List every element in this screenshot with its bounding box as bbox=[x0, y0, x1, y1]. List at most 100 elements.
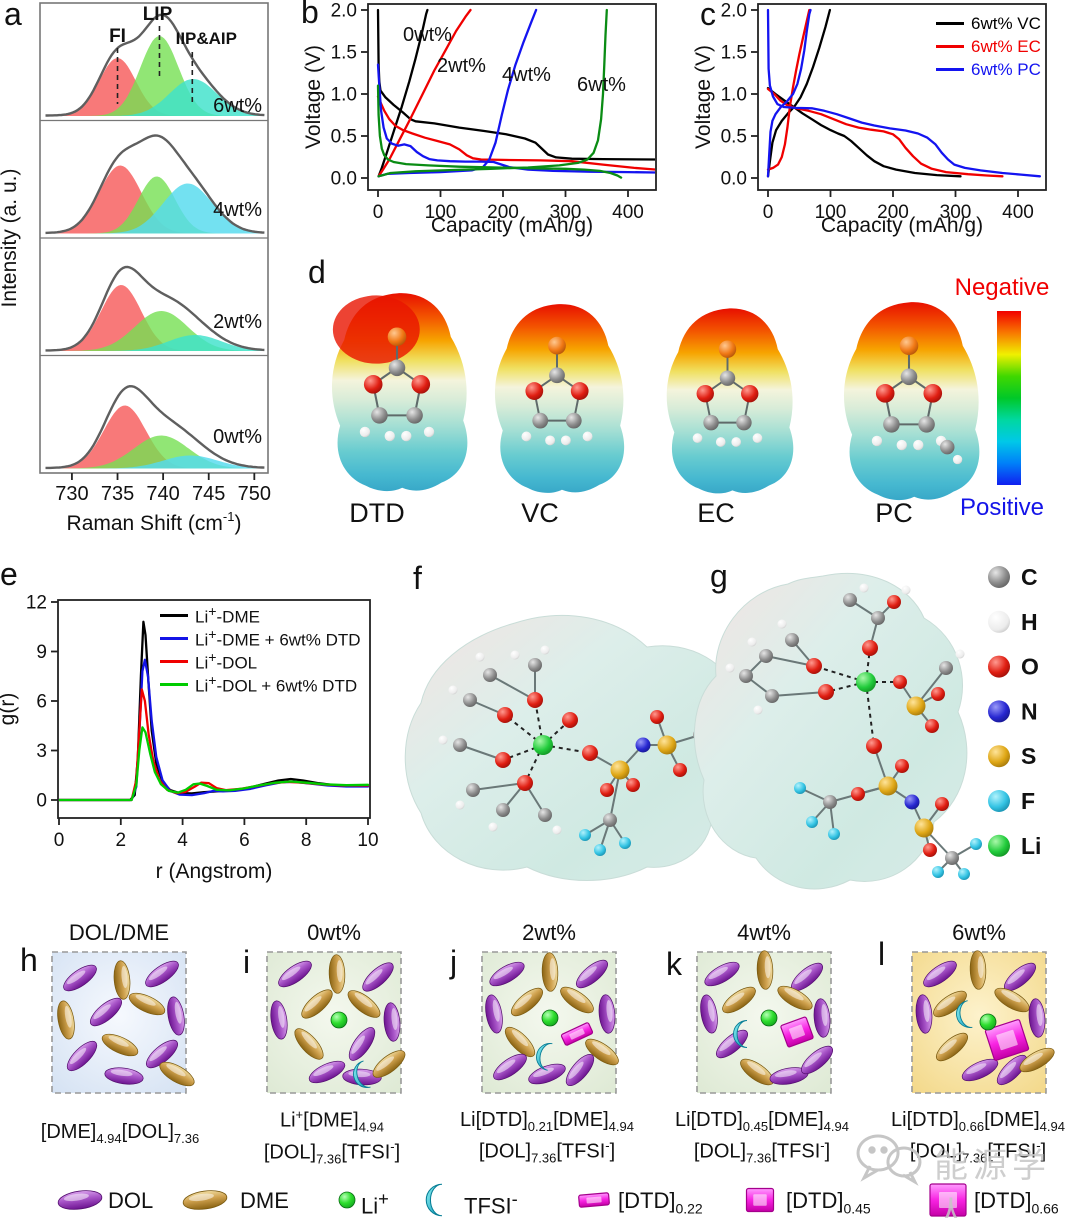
dme-ellipse bbox=[777, 985, 813, 1011]
raman-envelope bbox=[45, 134, 265, 235]
atom-C bbox=[939, 661, 953, 675]
atom-C bbox=[823, 795, 837, 809]
dme-ellipse bbox=[504, 1026, 536, 1058]
dtd-token-l bbox=[984, 1019, 1030, 1061]
atom-O bbox=[851, 787, 865, 801]
atom-O bbox=[600, 783, 614, 797]
atom bbox=[359, 426, 371, 438]
raman-envelope bbox=[45, 13, 265, 117]
dol-ellipse bbox=[145, 960, 179, 988]
raman-peak-LIP bbox=[45, 311, 265, 351]
scheme-box-6wt bbox=[911, 950, 1055, 1094]
atom bbox=[388, 359, 406, 377]
atom-F bbox=[619, 837, 631, 849]
formula-h: [DME]4.94[DOL]7.36 bbox=[40, 1121, 200, 1146]
atom bbox=[423, 426, 435, 438]
atom-legend-sphere-H bbox=[988, 610, 1010, 633]
dtd-token-m bbox=[780, 1016, 814, 1048]
atom-S bbox=[914, 818, 934, 838]
esp-map-dtd bbox=[331, 293, 468, 492]
atom-O bbox=[818, 684, 834, 700]
dol-ellipse bbox=[63, 964, 97, 992]
atom-C bbox=[483, 668, 497, 682]
raman-subpanel-0wt% bbox=[45, 384, 265, 470]
solvation-cluster-litfsi-dtd bbox=[693, 572, 982, 890]
atom-S bbox=[878, 776, 898, 796]
y-tick: 12 bbox=[26, 593, 47, 614]
scheme-title-j: 2wt% bbox=[522, 920, 576, 945]
atom-C bbox=[843, 593, 857, 607]
y-tick: 6 bbox=[36, 692, 47, 713]
dol-ellipse bbox=[57, 1190, 103, 1210]
atom-H bbox=[747, 637, 757, 647]
coordination-bond bbox=[542, 719, 571, 746]
atom-Li bbox=[856, 672, 876, 692]
peak-label-IIP&AIP: IIP&AIP bbox=[176, 29, 237, 48]
dol-ellipse bbox=[270, 1000, 288, 1040]
atom-C bbox=[528, 658, 542, 672]
atom bbox=[387, 327, 407, 347]
chart-frame bbox=[757, 3, 1047, 191]
atom-O bbox=[887, 595, 901, 609]
raman-xtick: 750 bbox=[238, 483, 271, 505]
dme-ellipse bbox=[936, 1032, 968, 1062]
atom-legend-label-H: H bbox=[1021, 609, 1038, 635]
atom-H bbox=[540, 645, 550, 655]
atom-O bbox=[626, 778, 640, 792]
tfsi-crescent bbox=[353, 1060, 371, 1088]
atom-S bbox=[657, 735, 677, 755]
atom-H bbox=[448, 685, 458, 695]
li-ion-dot bbox=[979, 1013, 997, 1031]
atom-legend-label-C: C bbox=[1021, 564, 1038, 590]
dol-ellipse bbox=[66, 1040, 98, 1072]
panel-letter-l: l bbox=[878, 936, 886, 972]
atom-legend-sphere-Li bbox=[988, 834, 1010, 857]
x-tick: 400 bbox=[1002, 202, 1034, 223]
raman-subpanel-6wt% bbox=[45, 13, 265, 117]
legend-entry: Li+-DOL + 6wt% DTD bbox=[160, 673, 361, 695]
raman-label-6wt%: 6wt% bbox=[213, 95, 262, 117]
panel-letter-e: e bbox=[0, 556, 18, 592]
molecule-label-dtd: DTD bbox=[349, 498, 405, 528]
y-axis-label: Voltage (V) bbox=[302, 45, 325, 149]
y-tick: 0.0 bbox=[331, 169, 357, 190]
atom bbox=[741, 384, 759, 403]
dtd-token-s bbox=[560, 1022, 594, 1046]
series-4wt% bbox=[376, 8, 655, 178]
legend-entry: 6wt% VC bbox=[936, 14, 1041, 33]
atom-F bbox=[806, 816, 818, 828]
dol-ellipse bbox=[915, 994, 933, 1034]
atom bbox=[532, 412, 549, 429]
dme-ellipse bbox=[1019, 1047, 1055, 1073]
atom-H bbox=[955, 649, 965, 659]
dme-ellipse bbox=[933, 990, 967, 1018]
atom-legend-sphere-S bbox=[988, 745, 1010, 768]
x-tick: 100 bbox=[425, 202, 457, 223]
x-tick: 300 bbox=[550, 202, 582, 223]
atom bbox=[900, 368, 918, 386]
raman-xtick: 740 bbox=[146, 483, 179, 505]
atom-C bbox=[945, 851, 959, 865]
atom bbox=[731, 437, 742, 447]
radial-distribution-chart: 0 2 4 6 8 10 0 3 6 9 12 r (Angstrom) g(r) bbox=[0, 593, 379, 884]
esp-negative-lobe bbox=[332, 295, 420, 364]
atom bbox=[715, 437, 726, 447]
dme-ellipse bbox=[182, 1190, 228, 1210]
atom bbox=[718, 340, 737, 358]
legend-entry: 6wt% EC bbox=[936, 37, 1041, 56]
atom bbox=[582, 431, 593, 442]
x-axis-label: Capacity (mAh/g) bbox=[431, 214, 593, 237]
atom bbox=[696, 384, 714, 403]
bottom-legend-label-3: TFSI- bbox=[464, 1188, 518, 1218]
molecule-label-ec: EC bbox=[697, 498, 735, 528]
curve-label-2wt: 2wt% bbox=[437, 55, 486, 77]
raman-envelope bbox=[45, 265, 265, 352]
raman-xtick: 730 bbox=[55, 483, 88, 505]
dme-ellipse bbox=[328, 954, 346, 994]
y-tick: 2.0 bbox=[721, 1, 747, 22]
dol-ellipse bbox=[146, 1039, 178, 1069]
esp-map-vc bbox=[494, 304, 625, 493]
tfsi-crescent bbox=[733, 1020, 748, 1048]
legend-label: Li+-DOL bbox=[195, 649, 258, 673]
atom-F bbox=[594, 844, 606, 856]
